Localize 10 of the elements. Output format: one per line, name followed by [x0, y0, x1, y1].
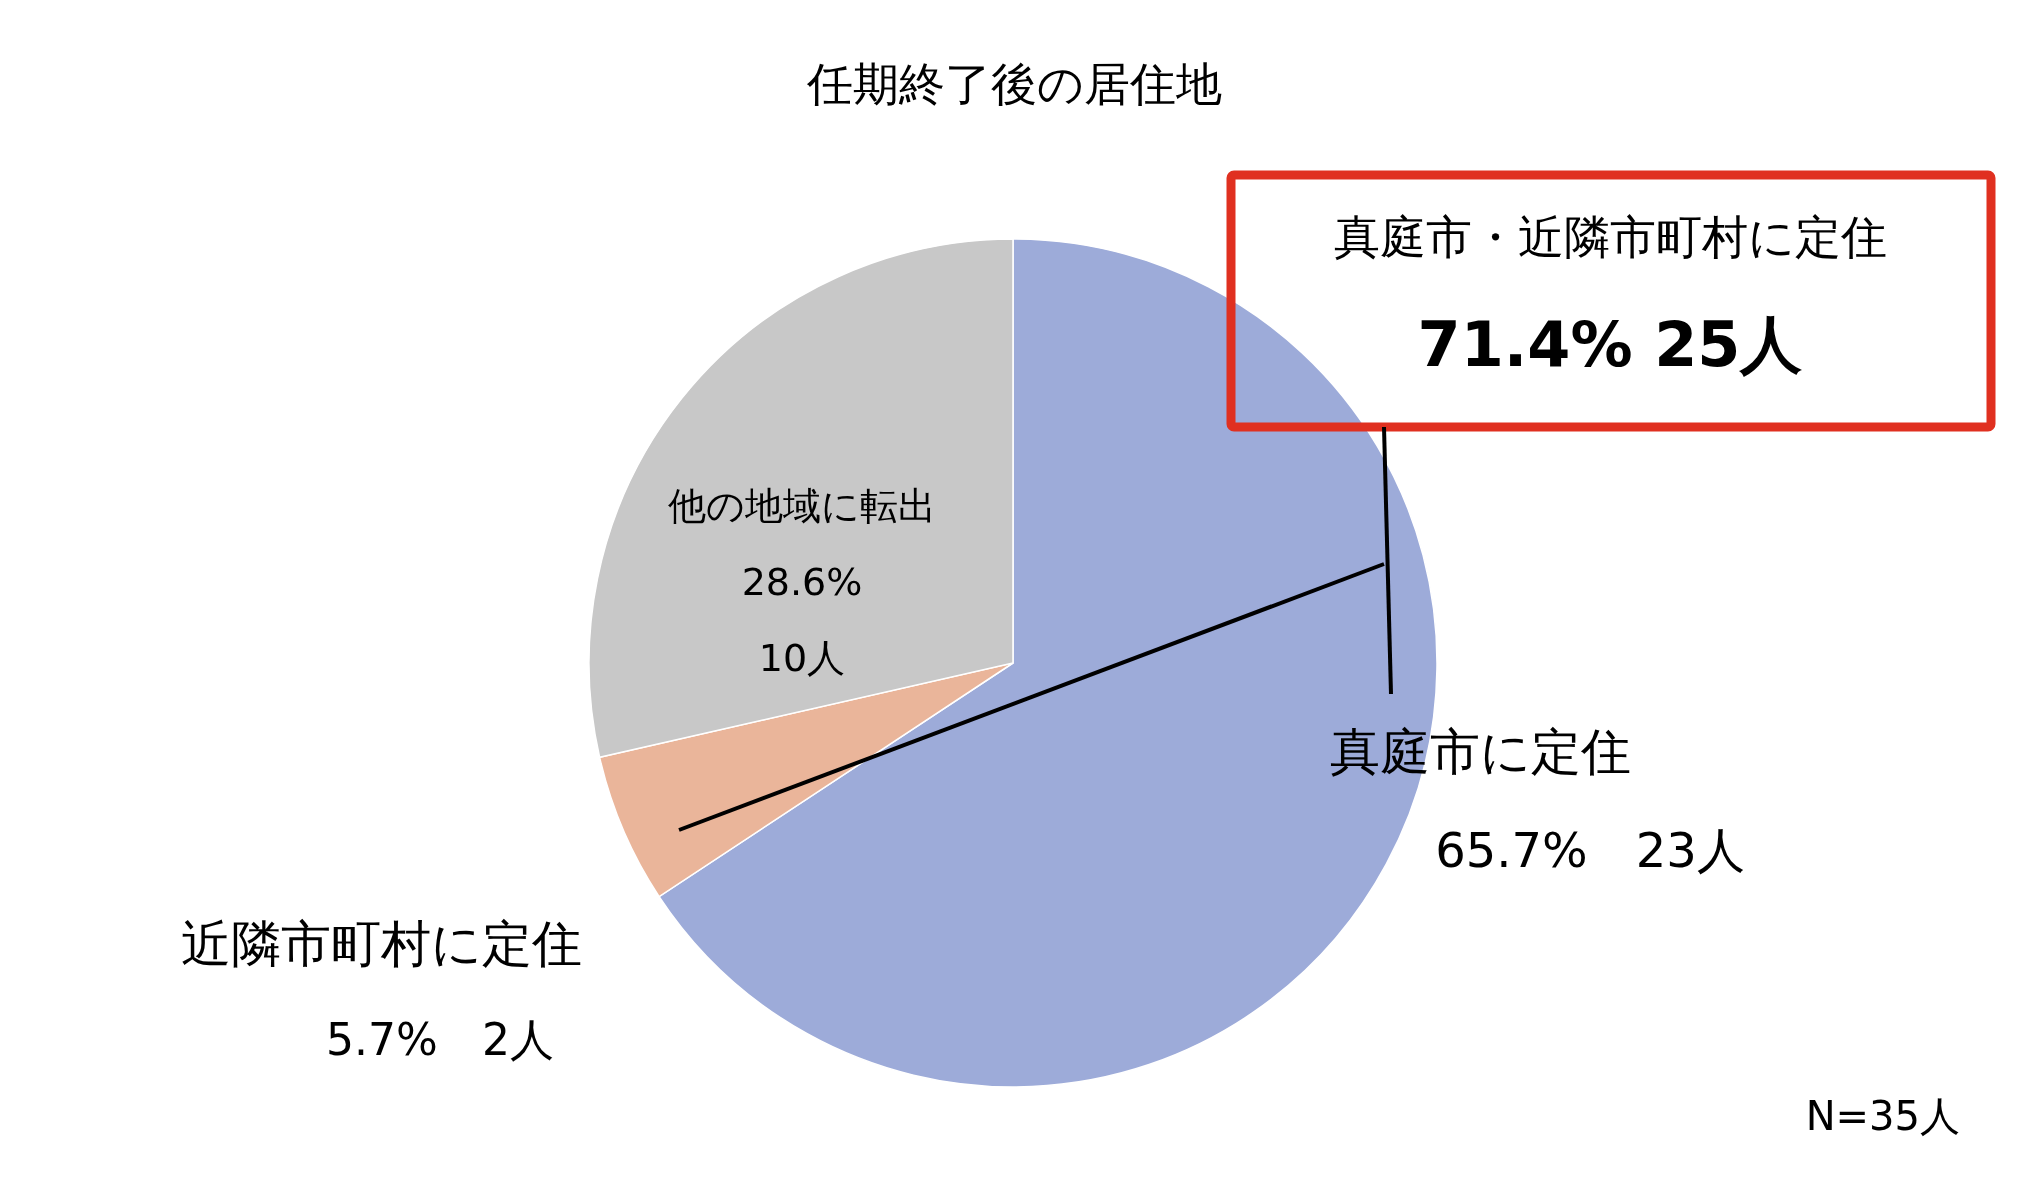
- slice-label: 近隣市町村に定住: [180, 915, 582, 973]
- text: N=35人: [1805, 1093, 1960, 1139]
- chart-title: 任期終了後の居住地: [805, 57, 1222, 111]
- text: 真庭市・近隣市町村に定住: [1333, 210, 1887, 264]
- data-label: 5.7% 2人: [326, 1014, 554, 1065]
- data-label: 28.6% 10人: [741, 560, 863, 680]
- text: 71.4% 25人: [1417, 308, 1803, 381]
- slice-label: 他の地域に転出: [668, 484, 936, 528]
- data-label: 65.7% 23人: [1435, 822, 1745, 878]
- slice-label: 真庭市に定住: [1329, 723, 1631, 781]
